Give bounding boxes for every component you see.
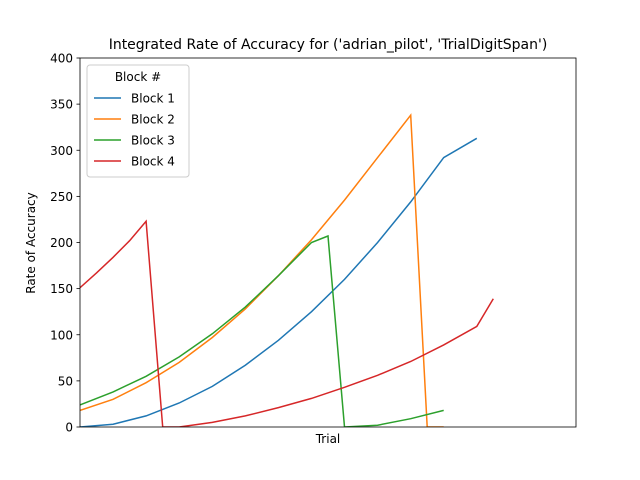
legend-label-block-2: Block 2 xyxy=(131,113,175,127)
x-axis-label: Trial xyxy=(315,432,341,446)
y-tick-label: 150 xyxy=(50,282,73,296)
y-tick-label: 400 xyxy=(50,52,73,66)
chart-title: Integrated Rate of Accuracy for ('adrian… xyxy=(109,37,548,53)
y-tick-label: 250 xyxy=(50,190,73,204)
series-line-block-3 xyxy=(80,234,444,427)
legend-label-block-1: Block 1 xyxy=(131,92,175,106)
plot-area xyxy=(79,57,577,428)
legend-box xyxy=(86,64,190,178)
series-line-block-1 xyxy=(80,137,478,427)
y-tick-label: 200 xyxy=(50,236,73,250)
y-tick-label: 300 xyxy=(50,144,73,158)
y-tick-label: 50 xyxy=(58,374,73,388)
legend-title: Block # xyxy=(115,70,161,84)
y-axis: 0 50 100 150 200 250 300 350 400 xyxy=(50,52,80,435)
y-tick-label: 100 xyxy=(50,328,73,342)
legend-label-block-3: Block 3 xyxy=(131,134,175,148)
y-axis-label: Rate of Accuracy xyxy=(24,192,38,294)
series-line-block-4 xyxy=(80,219,494,427)
legend: Block # Block 1 Block 2 Block 3 Block 4 xyxy=(86,64,190,178)
y-tick-label: 0 xyxy=(65,421,73,435)
legend-label-block-4: Block 4 xyxy=(131,155,175,169)
y-tick-label: 350 xyxy=(50,98,73,112)
